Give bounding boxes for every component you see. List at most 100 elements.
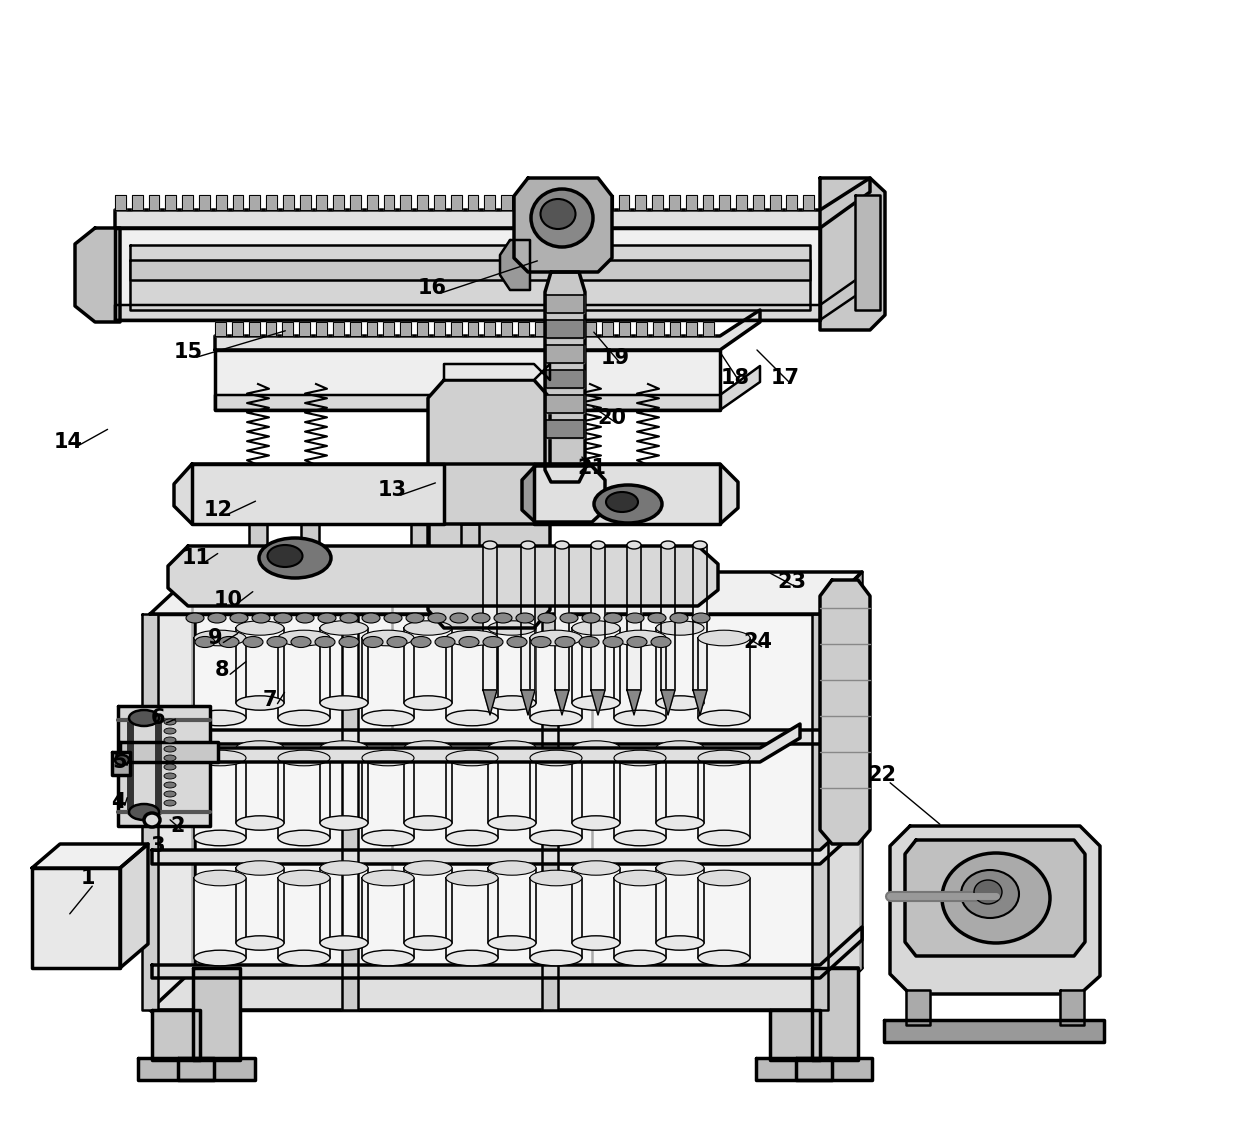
Polygon shape <box>756 1058 832 1080</box>
Ellipse shape <box>317 613 336 622</box>
Polygon shape <box>820 572 862 1010</box>
Ellipse shape <box>489 621 536 635</box>
Ellipse shape <box>291 636 311 648</box>
Ellipse shape <box>651 636 671 648</box>
Polygon shape <box>534 464 720 524</box>
Polygon shape <box>485 195 495 210</box>
Ellipse shape <box>115 755 129 765</box>
Polygon shape <box>278 638 330 718</box>
Polygon shape <box>614 758 666 838</box>
Polygon shape <box>719 195 730 210</box>
Polygon shape <box>500 241 529 290</box>
Ellipse shape <box>572 861 620 876</box>
Polygon shape <box>236 868 284 943</box>
Polygon shape <box>546 272 585 482</box>
Polygon shape <box>753 195 764 210</box>
Ellipse shape <box>572 695 620 710</box>
Ellipse shape <box>556 636 575 648</box>
Ellipse shape <box>656 861 704 876</box>
Ellipse shape <box>656 936 704 951</box>
Ellipse shape <box>164 773 176 779</box>
Ellipse shape <box>164 728 176 734</box>
Ellipse shape <box>556 542 569 549</box>
Polygon shape <box>150 572 862 614</box>
Ellipse shape <box>236 695 284 710</box>
Polygon shape <box>299 321 310 336</box>
Text: 8: 8 <box>215 660 229 679</box>
Ellipse shape <box>521 542 534 549</box>
Polygon shape <box>153 692 862 744</box>
Ellipse shape <box>405 613 424 622</box>
Polygon shape <box>614 638 666 718</box>
Ellipse shape <box>614 630 666 645</box>
Ellipse shape <box>942 853 1050 943</box>
Ellipse shape <box>661 542 675 549</box>
Polygon shape <box>404 868 453 943</box>
Ellipse shape <box>278 870 330 886</box>
Ellipse shape <box>410 636 432 648</box>
Polygon shape <box>693 690 707 715</box>
Polygon shape <box>215 366 760 410</box>
Polygon shape <box>74 228 120 321</box>
Ellipse shape <box>164 755 176 762</box>
Ellipse shape <box>278 951 330 966</box>
Polygon shape <box>698 878 750 958</box>
Ellipse shape <box>614 750 666 766</box>
Polygon shape <box>603 321 613 336</box>
Ellipse shape <box>193 830 246 846</box>
Polygon shape <box>115 270 870 320</box>
Polygon shape <box>591 545 605 690</box>
Text: 12: 12 <box>203 500 233 520</box>
Ellipse shape <box>229 613 248 622</box>
Polygon shape <box>552 321 563 336</box>
Ellipse shape <box>384 613 402 622</box>
Ellipse shape <box>698 750 750 766</box>
Polygon shape <box>450 195 461 210</box>
Polygon shape <box>362 638 414 718</box>
Polygon shape <box>656 868 704 943</box>
Ellipse shape <box>362 630 414 645</box>
Text: 16: 16 <box>418 278 446 298</box>
Text: 14: 14 <box>53 432 83 451</box>
Ellipse shape <box>516 613 534 622</box>
Polygon shape <box>115 178 870 228</box>
Polygon shape <box>167 546 718 606</box>
Polygon shape <box>656 748 704 823</box>
Polygon shape <box>249 524 267 600</box>
Polygon shape <box>367 195 378 210</box>
Ellipse shape <box>320 741 368 755</box>
Polygon shape <box>546 420 584 438</box>
Ellipse shape <box>315 636 335 648</box>
Ellipse shape <box>320 816 368 830</box>
Text: 18: 18 <box>720 368 749 388</box>
Polygon shape <box>320 748 368 823</box>
Polygon shape <box>153 927 862 978</box>
Polygon shape <box>521 690 534 715</box>
Ellipse shape <box>278 750 330 766</box>
Polygon shape <box>652 321 663 336</box>
Polygon shape <box>150 968 862 1010</box>
Polygon shape <box>301 524 319 600</box>
Polygon shape <box>489 868 536 943</box>
Polygon shape <box>804 195 815 210</box>
Polygon shape <box>367 321 377 336</box>
Ellipse shape <box>186 613 205 622</box>
Ellipse shape <box>614 870 666 886</box>
Polygon shape <box>198 195 210 210</box>
Ellipse shape <box>164 719 176 725</box>
Ellipse shape <box>627 542 641 549</box>
Polygon shape <box>737 195 746 210</box>
Polygon shape <box>770 1010 820 1060</box>
Ellipse shape <box>362 613 379 622</box>
Ellipse shape <box>278 830 330 846</box>
Polygon shape <box>193 878 246 958</box>
Ellipse shape <box>529 951 582 966</box>
Polygon shape <box>619 195 630 210</box>
Ellipse shape <box>404 816 453 830</box>
Ellipse shape <box>572 621 620 635</box>
Polygon shape <box>627 545 641 690</box>
Polygon shape <box>890 826 1100 994</box>
Polygon shape <box>546 394 584 413</box>
Polygon shape <box>444 364 551 380</box>
Polygon shape <box>521 545 534 690</box>
